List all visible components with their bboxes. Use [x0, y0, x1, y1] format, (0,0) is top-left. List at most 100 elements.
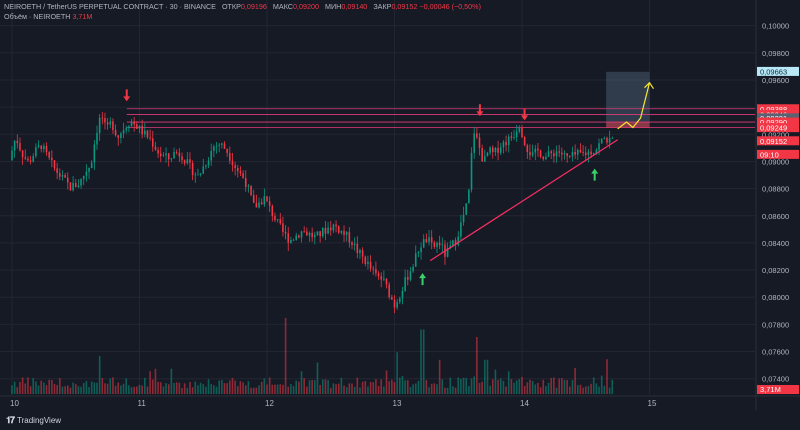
- volume-bar: [236, 386, 239, 394]
- candle-body: [433, 242, 436, 247]
- candle-body: [561, 152, 563, 155]
- volume-bar: [229, 380, 231, 394]
- candle-body: [13, 140, 16, 151]
- price-tick-label: 0,08400: [762, 239, 789, 248]
- volume-bar: [56, 384, 58, 394]
- volume-bar: [422, 329, 425, 394]
- candle-body: [539, 150, 542, 157]
- candle-body: [98, 117, 101, 133]
- volume-bar: [489, 385, 491, 394]
- volume-bar: [162, 386, 165, 394]
- candle-body: [513, 137, 515, 138]
- candle-body: [608, 138, 611, 143]
- low-label: МИН: [324, 2, 342, 11]
- candle-body: [353, 243, 356, 245]
- volume-bar: [576, 385, 579, 394]
- candle-body: [505, 141, 507, 146]
- price-axis[interactable]: 0,100000,098000,096000,094000,092000,090…: [762, 22, 789, 384]
- candle-body: [199, 173, 202, 175]
- candle-body: [260, 202, 263, 205]
- candle-body: [48, 152, 50, 158]
- volume-bar: [603, 385, 606, 394]
- candle-body: [112, 121, 114, 131]
- candle-body: [53, 160, 56, 169]
- candle-body: [484, 156, 486, 162]
- candle-body: [157, 149, 159, 154]
- candle-body: [284, 231, 287, 234]
- candle-body: [109, 121, 112, 125]
- candle-body: [85, 171, 88, 176]
- candle-body: [287, 233, 290, 243]
- candle-body: [51, 157, 53, 161]
- up-arrow-head: [419, 273, 427, 279]
- candle-body: [375, 269, 377, 274]
- volume-bar: [114, 385, 117, 394]
- candle-body: [35, 147, 37, 157]
- volume-bar: [252, 387, 255, 394]
- volume-bar: [98, 356, 101, 394]
- candle-body: [510, 136, 513, 138]
- candle-body: [473, 133, 475, 153]
- candle-body: [27, 158, 29, 161]
- volume-bar: [51, 379, 53, 394]
- time-axis[interactable]: 10 11 12 13 14 15: [10, 399, 657, 408]
- candle-body: [547, 151, 550, 157]
- volume-bar: [287, 386, 290, 394]
- price-labels: 0,096630,093880,093460,093210,092900,092…: [757, 66, 799, 394]
- candle-body: [576, 149, 579, 155]
- candle-body: [425, 239, 428, 243]
- candle-body: [151, 138, 154, 147]
- volume-label[interactable]: Объём · NEIROETH: [4, 12, 71, 21]
- candle-body: [266, 196, 268, 202]
- symbol-name[interactable]: NEIROETH / TetherUS PERPETUAL CONTRACT ·…: [4, 2, 216, 11]
- volume-bar: [515, 380, 518, 394]
- volume-bar: [507, 371, 510, 394]
- down-arrow-head: [521, 115, 529, 121]
- volume-bar: [298, 381, 300, 394]
- volume-bar: [104, 383, 106, 394]
- volume-bar: [375, 379, 377, 394]
- candle-body: [478, 137, 481, 149]
- volume-bar: [178, 382, 181, 394]
- candle-body: [64, 175, 66, 178]
- volume-bar: [369, 381, 372, 394]
- candle-body: [329, 227, 332, 231]
- candle-body: [569, 156, 571, 157]
- volume-bar: [484, 359, 486, 394]
- volume-bar: [414, 383, 417, 394]
- candle-body: [19, 143, 21, 151]
- volume-bar: [112, 377, 114, 394]
- volume-bar: [468, 386, 470, 394]
- candle-body: [406, 277, 409, 280]
- volume-bar: [130, 387, 133, 394]
- volume-bar: [316, 362, 319, 394]
- volume-bar: [321, 379, 324, 394]
- volume-bar: [523, 385, 526, 394]
- volume-bar: [553, 377, 555, 394]
- volume-bar: [571, 379, 574, 394]
- volume-bar: [109, 378, 112, 394]
- candle-body: [351, 242, 353, 245]
- candle-body: [457, 236, 460, 245]
- price-label-bg: [757, 66, 799, 76]
- candle-body: [120, 133, 122, 138]
- price-tick-label: 0,09000: [762, 157, 789, 166]
- volume-bar: [491, 379, 494, 394]
- volume-bar: [32, 378, 35, 394]
- volume-bar: [48, 379, 50, 394]
- volume-bar: [194, 381, 197, 394]
- brand-name[interactable]: TradingView: [17, 416, 62, 425]
- candle-body: [454, 240, 457, 245]
- volume-bar: [223, 383, 226, 394]
- candle-body: [372, 268, 375, 270]
- price-tick-label: 0,07800: [762, 320, 789, 329]
- volume-bar: [242, 382, 244, 394]
- candle-body: [202, 166, 205, 174]
- candle-body: [579, 149, 582, 153]
- price-tick-label: 0,08600: [762, 212, 789, 221]
- horizontal-levels: [126, 108, 755, 129]
- volume-bar: [555, 387, 558, 394]
- candle-body: [136, 124, 138, 129]
